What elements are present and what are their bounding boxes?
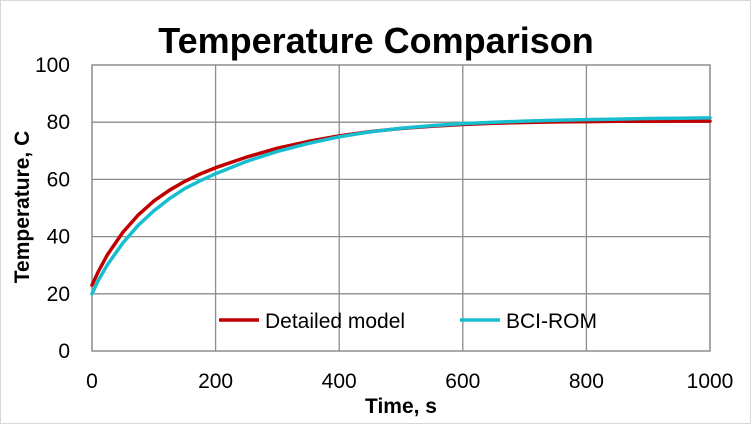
x-tick-label: 800 [569, 370, 604, 393]
grid [91, 64, 711, 352]
x-tick-label: 600 [445, 370, 480, 393]
y-tick-label: 60 [47, 168, 70, 191]
x-tick-label: 200 [198, 370, 233, 393]
y-tick-label: 0 [58, 340, 70, 363]
legend-label: Detailed model [265, 310, 405, 333]
chart-title: Temperature Comparison [158, 20, 593, 61]
y-tick-label: 80 [47, 111, 70, 134]
y-tick-label: 40 [47, 226, 70, 249]
y-tick-label: 20 [47, 283, 70, 306]
legend-label: BCI-ROM [506, 310, 597, 333]
legend: Detailed model BCI-ROM [219, 310, 597, 333]
series-group [90, 116, 712, 296]
x-axis-title: Time, s [365, 395, 437, 418]
plot-border [91, 64, 711, 352]
series-line-1 [90, 119, 712, 287]
series-line-2 [90, 116, 712, 296]
plot-area [91, 64, 711, 352]
y-tick-label: 100 [35, 54, 70, 77]
x-tick-label: 400 [322, 370, 357, 393]
x-tick-label: 1000 [687, 370, 734, 393]
x-tick-label: 0 [86, 370, 98, 393]
y-axis-title: Temperature, C [11, 131, 34, 284]
